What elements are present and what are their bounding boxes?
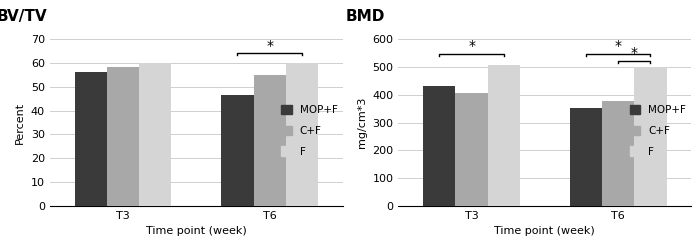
Bar — [254, 75, 286, 206]
Y-axis label: Percent: Percent — [15, 101, 25, 144]
Text: *: * — [631, 46, 638, 60]
Legend: MOP+F, C+F, F: MOP+F, C+F, F — [629, 105, 687, 157]
Bar — [139, 63, 171, 206]
Bar — [455, 93, 488, 206]
Bar — [569, 108, 602, 206]
Bar — [107, 67, 139, 206]
Bar — [221, 95, 254, 206]
Text: *: * — [468, 39, 475, 53]
Bar — [286, 63, 318, 206]
Legend: MOP+F, C+F, F: MOP+F, C+F, F — [281, 105, 338, 157]
Bar — [423, 86, 455, 206]
Text: BV/TV: BV/TV — [0, 9, 47, 24]
Text: *: * — [266, 39, 273, 53]
Y-axis label: mg/cm*3: mg/cm*3 — [357, 97, 367, 148]
X-axis label: Time point (week): Time point (week) — [146, 227, 247, 236]
Text: BMD: BMD — [346, 9, 385, 24]
Bar — [75, 73, 107, 206]
Text: *: * — [615, 39, 622, 53]
X-axis label: Time point (week): Time point (week) — [494, 227, 595, 236]
Bar — [602, 101, 634, 206]
Bar — [488, 65, 520, 206]
Bar — [634, 67, 666, 206]
